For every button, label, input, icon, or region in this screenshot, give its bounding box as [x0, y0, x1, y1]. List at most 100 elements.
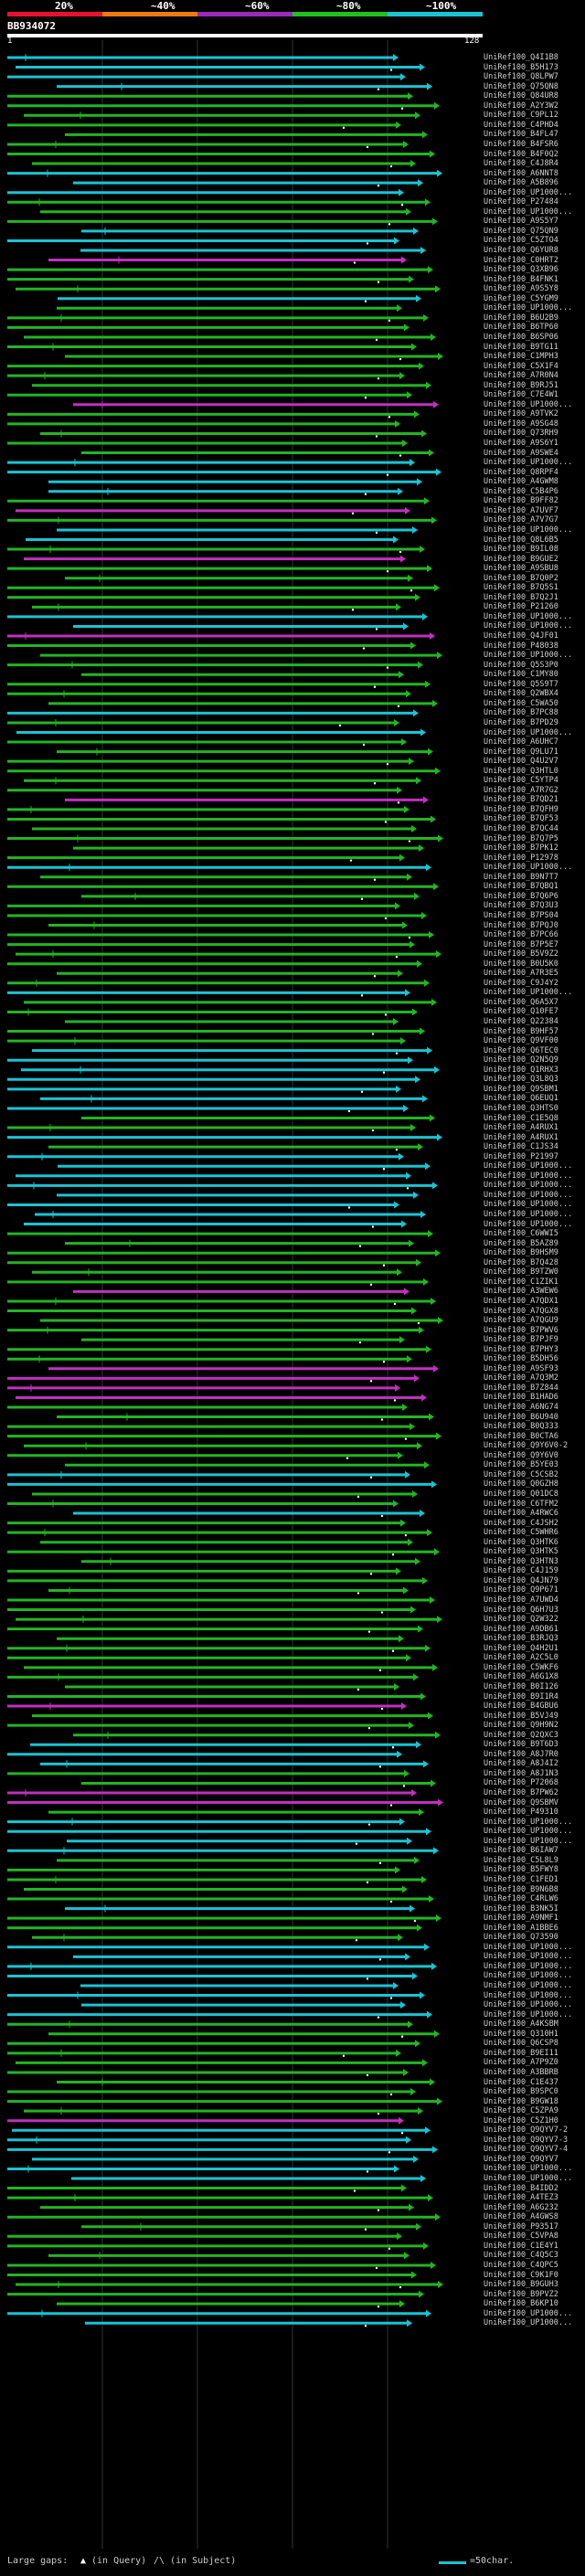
hit-label[interactable]: UniRef100_Q3HTS0 — [484, 1103, 558, 1113]
hit-label[interactable]: UniRef100_UP1000... — [484, 1981, 573, 1990]
hit-label[interactable]: UniRef100_B9TZW0 — [484, 1267, 558, 1277]
hit-label[interactable]: UniRef100_Q3HTK5 — [484, 1547, 558, 1557]
hit-label[interactable]: UniRef100_A7QDX1 — [484, 1296, 558, 1306]
hit-label[interactable]: UniRef100_B4FSR6 — [484, 139, 558, 149]
hit-label[interactable]: UniRef100_Q73590 — [484, 1933, 558, 1943]
hit-label[interactable]: UniRef100_Q3HTL0 — [484, 766, 558, 776]
hit-label[interactable]: UniRef100_C4RLW6 — [484, 1894, 558, 1904]
hit-label[interactable]: UniRef100_Q310H1 — [484, 2029, 558, 2039]
hit-label[interactable]: UniRef100_B7QFH9 — [484, 804, 558, 814]
hit-label[interactable]: UniRef100_B7QF53 — [484, 814, 558, 824]
hit-label[interactable]: UniRef100_B7Q3U3 — [484, 901, 558, 911]
hit-label[interactable]: UniRef100_A4KSBM — [484, 2019, 558, 2030]
hit-label[interactable]: UniRef100_UP1000... — [484, 2174, 573, 2183]
hit-label[interactable]: UniRef100_C5ZPA9 — [484, 2106, 558, 2116]
hit-label[interactable]: UniRef100_P12978 — [484, 853, 558, 863]
hit-label[interactable]: UniRef100_C7E4W1 — [484, 390, 558, 400]
hit-label[interactable]: UniRef100_B6SP06 — [484, 332, 558, 342]
hit-label[interactable]: UniRef100_B6TP60 — [484, 323, 558, 333]
hit-label[interactable]: UniRef100_P93517 — [484, 2221, 558, 2231]
hit-label[interactable]: UniRef100_A4TEZ3 — [484, 2193, 558, 2203]
hit-label[interactable]: UniRef100_P72068 — [484, 1778, 558, 1788]
hit-label[interactable]: UniRef100_A9TVK2 — [484, 409, 558, 419]
hit-label[interactable]: UniRef100_B5V9Z2 — [484, 949, 558, 959]
hit-label[interactable]: UniRef100_B9SPC0 — [484, 2087, 558, 2097]
hit-label[interactable]: UniRef100_A6UHC7 — [484, 737, 558, 747]
hit-label[interactable]: UniRef100_UP1000... — [484, 2308, 573, 2318]
hit-label[interactable]: UniRef100_UP1000... — [484, 988, 573, 998]
hit-label[interactable]: UniRef100_B0I126 — [484, 1681, 558, 1691]
hit-label[interactable]: UniRef100_A8J7R0 — [484, 1749, 558, 1759]
hit-label[interactable]: UniRef100_Q4U2V7 — [484, 757, 558, 767]
hit-label[interactable]: UniRef100_C5CSB2 — [484, 1469, 558, 1479]
hit-label[interactable]: UniRef100_Q9LU71 — [484, 747, 558, 757]
hit-label[interactable]: UniRef100_B7PS04 — [484, 910, 558, 920]
hit-label[interactable]: UniRef100_UP1000... — [484, 651, 573, 661]
hit-label[interactable]: UniRef100_B5H173 — [484, 62, 558, 72]
hit-label[interactable]: UniRef100_A2Y3W2 — [484, 101, 558, 111]
hit-label[interactable]: UniRef100_UP1000... — [484, 1827, 573, 1837]
hit-label[interactable]: UniRef100_UP1000... — [484, 611, 573, 621]
hit-label[interactable]: UniRef100_UP1000... — [484, 1942, 573, 1952]
hit-label[interactable]: UniRef100_B7Q0P2 — [484, 573, 558, 583]
hit-label[interactable]: UniRef100_B0CTA6 — [484, 1431, 558, 1441]
hit-label[interactable]: UniRef100_B4FNK1 — [484, 274, 558, 284]
hit-label[interactable]: UniRef100_C6WWI5 — [484, 1229, 558, 1239]
hit-label[interactable]: UniRef100_UP1000... — [484, 458, 573, 468]
hit-label[interactable]: UniRef100_A7R7G2 — [484, 785, 558, 795]
hit-label[interactable]: UniRef100_UP1000... — [484, 1990, 573, 2000]
hit-label[interactable]: UniRef100_Q9SBM1 — [484, 1084, 558, 1094]
hit-label[interactable]: UniRef100_B7Q5S1 — [484, 583, 558, 593]
hit-label[interactable]: UniRef100_Q0GZH8 — [484, 1479, 558, 1489]
hit-label[interactable]: UniRef100_UP1000... — [484, 1952, 573, 1962]
hit-label[interactable]: UniRef100_A9DB61 — [484, 1624, 558, 1634]
hit-label[interactable]: UniRef100_A4GWS8 — [484, 2212, 558, 2222]
hit-label[interactable]: UniRef100_A7QGU9 — [484, 1316, 558, 1326]
hit-label[interactable]: UniRef100_A7UVF7 — [484, 505, 558, 515]
hit-label[interactable]: UniRef100_C4J8R4 — [484, 159, 558, 169]
hit-label[interactable]: UniRef100_A4RUX1 — [484, 1132, 558, 1142]
hit-label[interactable]: UniRef100_B9HF57 — [484, 1026, 558, 1036]
hit-label[interactable]: UniRef100_Q9Y6V0-2 — [484, 1441, 569, 1451]
hit-label[interactable]: UniRef100_A5B896 — [484, 178, 558, 188]
hit-label[interactable]: UniRef100_B7PJF9 — [484, 1335, 558, 1345]
hit-label[interactable]: UniRef100_P49310 — [484, 1807, 558, 1818]
hit-label[interactable]: UniRef100_B9I1R4 — [484, 1691, 558, 1701]
hit-label[interactable]: UniRef100_Q6EUQ1 — [484, 1094, 558, 1104]
hit-label[interactable]: UniRef100_UP1000... — [484, 187, 573, 197]
hit-label[interactable]: UniRef100_C1E437 — [484, 2077, 558, 2087]
hit-label[interactable]: UniRef100_UP1000... — [484, 2318, 573, 2328]
hit-label[interactable]: UniRef100_UP1000... — [484, 1190, 573, 1200]
hit-label[interactable]: UniRef100_A6NG74 — [484, 1403, 558, 1412]
hit-label[interactable]: UniRef100_C5X1F4 — [484, 361, 558, 371]
hit-label[interactable]: UniRef100_UP1000... — [484, 207, 573, 217]
hit-label[interactable]: UniRef100_A9S5Y7 — [484, 217, 558, 227]
hit-label[interactable]: UniRef100_P21997 — [484, 1151, 558, 1161]
hit-label[interactable]: UniRef100_C1E5Q8 — [484, 1113, 558, 1123]
hit-label[interactable]: UniRef100_A2C5L0 — [484, 1653, 558, 1663]
hit-label[interactable]: UniRef100_Q3XB96 — [484, 265, 558, 275]
hit-label[interactable]: UniRef100_C5L8L9 — [484, 1855, 558, 1865]
hit-label[interactable]: UniRef100_Q75QN8 — [484, 81, 558, 91]
hit-label[interactable]: UniRef100_B9PVZ2 — [484, 2289, 558, 2299]
hit-label[interactable]: UniRef100_Q4H2U1 — [484, 1643, 558, 1653]
hit-label[interactable]: UniRef100_A1BBE6 — [484, 1923, 558, 1933]
hit-label[interactable]: UniRef100_UP1000... — [484, 303, 573, 313]
hit-label[interactable]: UniRef100_A9SG48 — [484, 419, 558, 429]
hit-label[interactable]: UniRef100_Q5S9T7 — [484, 679, 558, 689]
hit-label[interactable]: UniRef100_B7P5E7 — [484, 939, 558, 949]
hit-label[interactable]: UniRef100_C1JS34 — [484, 1142, 558, 1152]
hit-label[interactable]: UniRef100_Q2WBX4 — [484, 689, 558, 699]
hit-label[interactable]: UniRef100_A6G232 — [484, 2202, 558, 2212]
hit-label[interactable]: UniRef100_C0HRT2 — [484, 255, 558, 265]
hit-label[interactable]: UniRef100_Q4JF01 — [484, 631, 558, 641]
hit-label[interactable]: UniRef100_C4Q5C3 — [484, 2251, 558, 2261]
hit-label[interactable]: UniRef100_B9GUH3 — [484, 2280, 558, 2290]
hit-label[interactable]: UniRef100_B4GBU6 — [484, 1701, 558, 1712]
hit-label[interactable]: UniRef100_Q9QYV7-3 — [484, 2135, 569, 2145]
hit-label[interactable]: UniRef100_C5WKF6 — [484, 1662, 558, 1672]
hit-label[interactable]: UniRef100_B7Z844 — [484, 1383, 558, 1393]
hit-label[interactable]: UniRef100_UP1000... — [484, 1171, 573, 1181]
hit-label[interactable]: UniRef100_C6TFM2 — [484, 1499, 558, 1509]
hit-label[interactable]: UniRef100_B7PW62 — [484, 1788, 558, 1797]
